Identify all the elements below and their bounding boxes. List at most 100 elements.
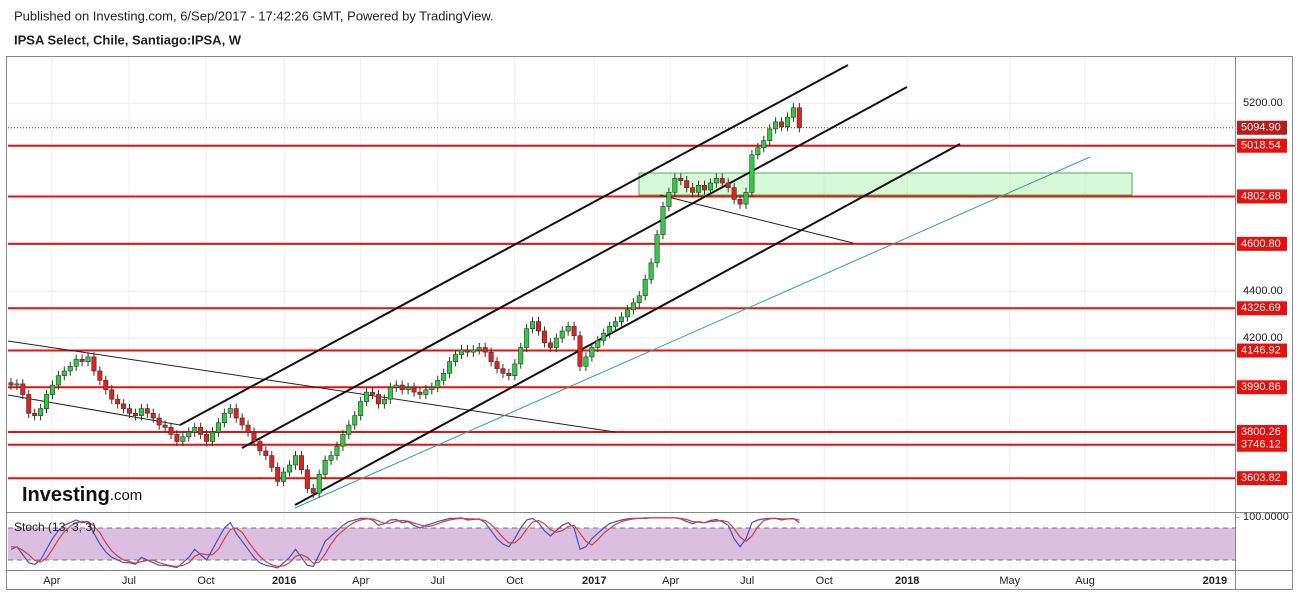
candle-body (245, 424, 251, 433)
candle-body (298, 455, 304, 470)
candle-body (790, 107, 796, 118)
candle-body (168, 427, 174, 435)
x-tick-label: 2017 (582, 575, 606, 587)
y-tick-label: 100.0000 (1243, 511, 1289, 523)
candle-body (198, 427, 204, 435)
candle-body (624, 309, 630, 318)
candle-body (494, 361, 500, 369)
grid (8, 57, 1235, 570)
candle-body (530, 321, 536, 329)
candle-body (316, 474, 322, 494)
candle-body (364, 391, 370, 402)
candle-body (500, 368, 506, 374)
candle-body (269, 455, 275, 468)
candle-body (713, 177, 719, 184)
candle-body (571, 326, 577, 337)
trendline (294, 156, 1091, 509)
candle-body (180, 436, 186, 442)
candle-body (61, 370, 67, 376)
candle-body (239, 417, 245, 426)
candle-body (32, 412, 38, 416)
candle-body (506, 373, 512, 376)
candle-body (707, 182, 713, 191)
candle-body (541, 330, 547, 344)
candle-body (97, 370, 103, 381)
candle-body (67, 365, 73, 372)
x-tick-label: Aug (1075, 575, 1095, 587)
last-price-box (1237, 120, 1287, 135)
candle-body (779, 121, 785, 127)
candle-body (346, 424, 352, 435)
candle-body (429, 387, 435, 391)
candle-body (737, 199, 743, 205)
candle-body (121, 403, 127, 409)
candle-body (476, 347, 482, 351)
x-tick-label: 2019 (1203, 575, 1227, 587)
candle-body (103, 380, 109, 391)
candle-body (73, 358, 79, 367)
candle-body (583, 356, 589, 367)
x-tick-label: Jul (740, 575, 754, 587)
candle-body (719, 177, 725, 184)
candle-body (215, 422, 221, 433)
candle-body (174, 434, 180, 442)
candle-body (79, 358, 85, 362)
candle-body (138, 408, 144, 416)
level-label: 3746.12 (1241, 439, 1281, 451)
candle-body (589, 347, 595, 358)
candle-body (423, 389, 429, 395)
frame (6, 56, 1293, 590)
candle-body (684, 180, 690, 188)
candle-body (660, 206, 666, 235)
candle-body (49, 384, 55, 395)
logo: Investing.com (22, 484, 142, 506)
y-tick-label: 4400.00 (1243, 285, 1283, 297)
candle-body (453, 354, 459, 362)
candle-body (162, 424, 168, 428)
candle-body (156, 417, 162, 426)
trendline (7, 394, 181, 426)
candle-body (334, 445, 340, 456)
candle-body (559, 330, 565, 339)
candle-body (796, 107, 802, 129)
candle-body (287, 464, 293, 473)
candle-body (470, 349, 476, 353)
candle-body (150, 412, 156, 419)
last-price-label: 5094.90 (1241, 122, 1281, 134)
candle-body (618, 316, 624, 322)
candle-body (636, 295, 642, 304)
level-box (1237, 236, 1287, 251)
band (8, 528, 1235, 560)
candle-body (405, 387, 411, 391)
level-box (1237, 380, 1287, 395)
candle-body (482, 347, 488, 353)
candle-body (666, 192, 672, 207)
candle-body (672, 177, 678, 193)
candle-body (144, 408, 150, 414)
candle-body (233, 408, 239, 419)
x-tick-label: Jul (431, 575, 445, 587)
candle-body (630, 302, 636, 311)
candle-body (310, 488, 316, 494)
candle-body (725, 182, 731, 188)
candle-body (263, 450, 269, 456)
candle-body (393, 384, 399, 388)
candle-body (613, 321, 619, 327)
candle-body (38, 408, 44, 416)
candle-body (553, 337, 559, 348)
x-tick-label: May (999, 575, 1020, 587)
channel-line (241, 86, 908, 449)
candle-body (749, 154, 755, 193)
level-box (1237, 425, 1287, 440)
level-box (1237, 343, 1287, 358)
channel-line (294, 143, 961, 506)
trendline (7, 340, 616, 433)
y-tick-label: 5200.00 (1243, 97, 1283, 109)
candle-body (44, 394, 50, 409)
candle-body (358, 401, 364, 416)
candle-body (767, 128, 773, 141)
level-box (1237, 437, 1287, 452)
candle-body (370, 391, 376, 395)
candle-body (761, 140, 767, 149)
candle-body (85, 356, 91, 362)
